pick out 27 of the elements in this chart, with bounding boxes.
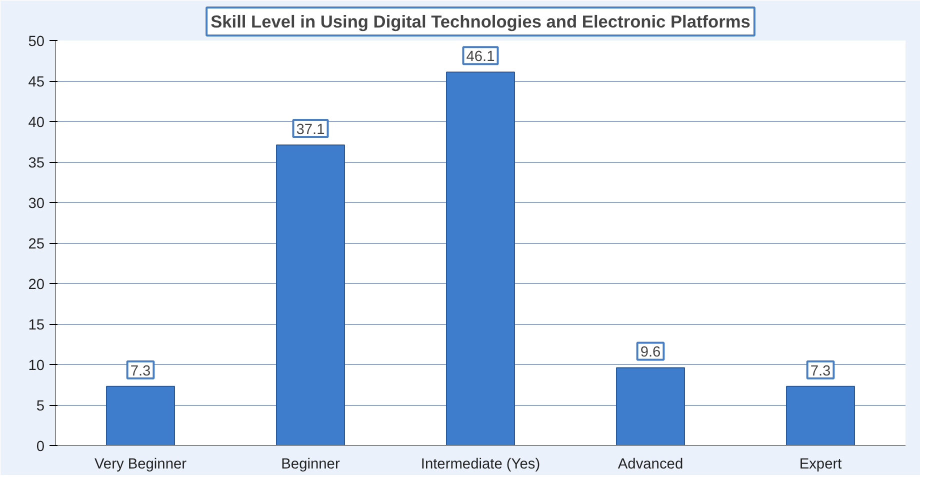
y-tick-label: 50	[28, 34, 45, 50]
y-tick-label: 35	[28, 156, 45, 172]
bar	[616, 367, 685, 446]
y-tick-label: 5	[36, 398, 45, 414]
data-label: 46.1	[466, 49, 495, 66]
x-tick-label: Beginner	[281, 456, 340, 472]
bar	[276, 144, 345, 446]
data-label: 7.3	[810, 363, 831, 380]
y-tick-label: 10	[28, 358, 45, 374]
chart-title: Skill Level in Using Digital Technologies and Electronic Platforms	[210, 12, 750, 32]
x-tick-label: Expert	[799, 456, 842, 472]
y-tick-label: 45	[28, 74, 45, 90]
bar	[446, 72, 515, 446]
data-label: 37.1	[296, 122, 325, 138]
y-tick-label: 20	[28, 277, 45, 293]
x-tick-label: Advanced	[618, 456, 684, 472]
bar	[786, 386, 855, 446]
x-tick-label: Very Beginner	[94, 456, 187, 472]
data-label: 9.6	[640, 344, 661, 361]
y-tick-label: 30	[28, 196, 45, 212]
y-tick-label: 25	[28, 236, 45, 252]
x-tick-label: Intermediate (Yes)	[420, 456, 540, 472]
data-label: 7.3	[130, 363, 151, 380]
y-tick-label: 15	[28, 318, 45, 334]
bar	[106, 386, 175, 446]
y-tick-label: 40	[28, 115, 45, 131]
y-tick-label: 0	[36, 439, 45, 455]
